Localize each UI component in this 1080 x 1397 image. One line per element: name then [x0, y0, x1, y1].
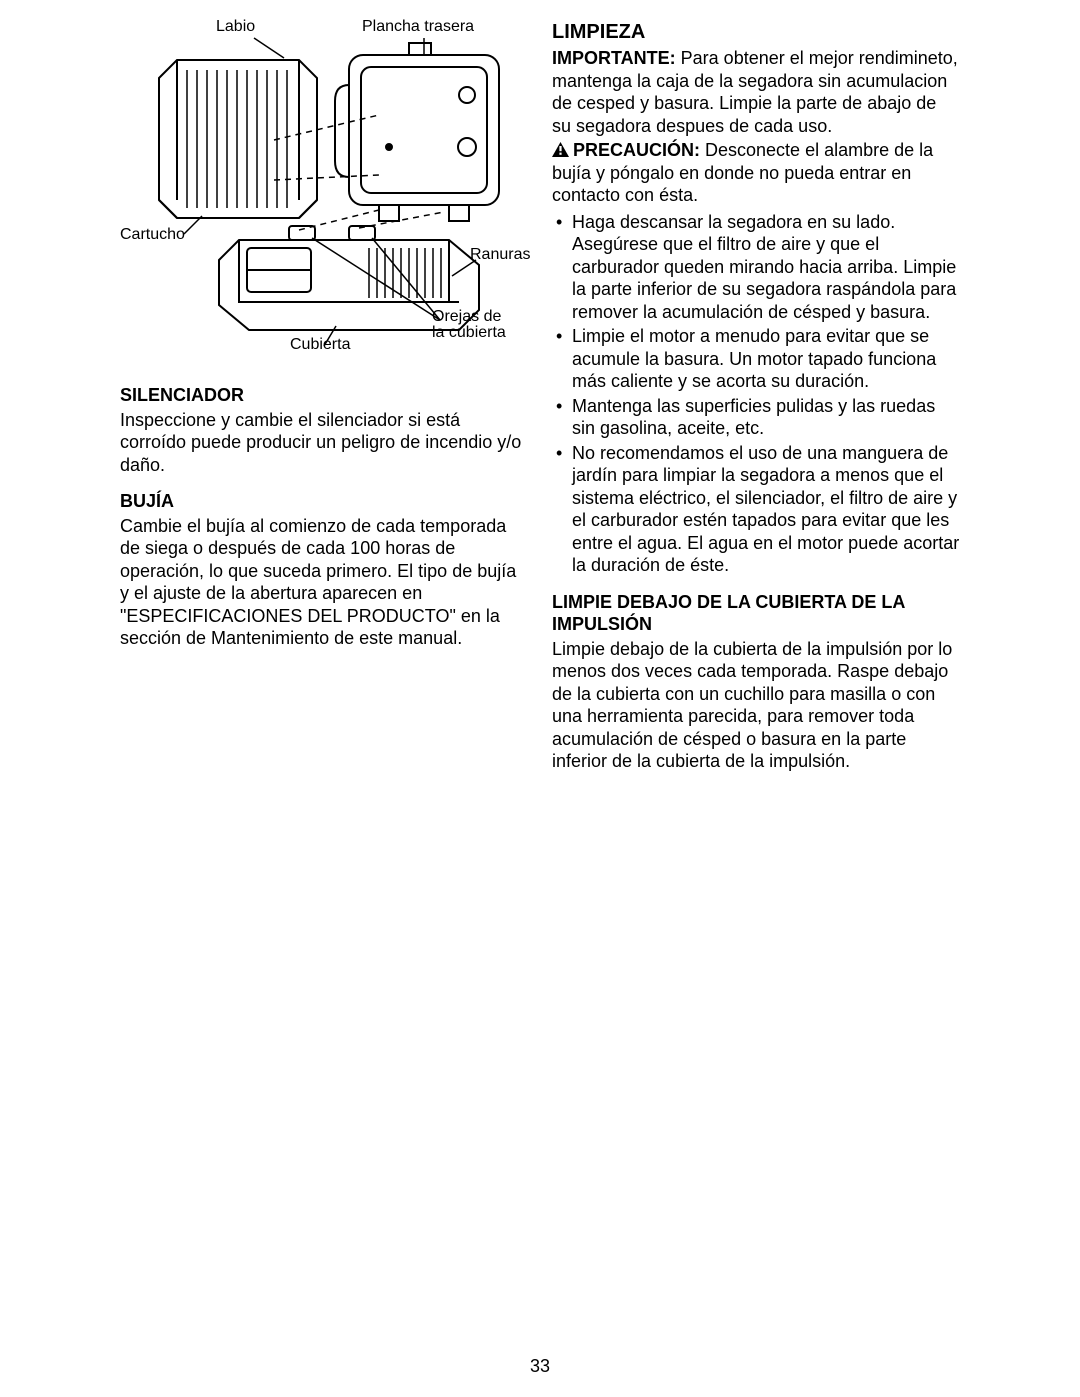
air-filter-diagram: Labio Plancha trasera Cartucho Ranuras O… — [120, 20, 528, 360]
list-item: Mantenga las superficies pulidas y las r… — [552, 395, 960, 440]
limpieza-importante: IMPORTANTE: Para obtener el mejor rendim… — [552, 47, 960, 137]
label-ranuras: Ranuras — [470, 246, 530, 264]
limpieza-head: LIMPIEZA — [552, 20, 960, 45]
warning-icon — [552, 142, 569, 157]
label-orejas2: la cubierta — [432, 324, 506, 342]
page-content: Labio Plancha trasera Cartucho Ranuras O… — [120, 20, 960, 773]
list-item: Haga descansar la segadora en su lado. A… — [552, 211, 960, 324]
limpieza-precaucion: PRECAUCIÓN: Desconecte el alambre de la … — [552, 139, 960, 207]
label-cubierta: Cubierta — [290, 336, 350, 354]
precaucion-label: PRECAUCIÓN: — [573, 140, 700, 160]
label-cartucho: Cartucho — [120, 226, 185, 244]
importante-label: IMPORTANTE: — [552, 48, 676, 68]
right-column: LIMPIEZA IMPORTANTE: Para obtener el mej… — [552, 20, 960, 773]
limpieza-bullets: Haga descansar la segadora en su lado. A… — [552, 211, 960, 577]
silenciador-head: SILENCIADOR — [120, 384, 528, 407]
cubierta-body: Limpie debajo de la cubierta de la impul… — [552, 638, 960, 773]
label-labio: Labio — [216, 18, 255, 36]
page-number: 33 — [0, 1356, 1080, 1377]
list-item: No recomendamos el uso de una manguera d… — [552, 442, 960, 577]
label-orejas1: Orejas de — [432, 308, 501, 326]
bujia-head: BUJÍA — [120, 490, 528, 513]
cubierta-head: LIMPIE DEBAJO DE LA CUBIERTA DE LA IMPUL… — [552, 591, 960, 636]
list-item: Limpie el motor a menudo para evitar que… — [552, 325, 960, 393]
silenciador-body: Inspeccione y cambie el silenciador si e… — [120, 409, 528, 477]
bujia-body: Cambie el bujía al comienzo de cada temp… — [120, 515, 528, 650]
left-column: Labio Plancha trasera Cartucho Ranuras O… — [120, 20, 528, 773]
label-plancha: Plancha trasera — [362, 18, 474, 36]
